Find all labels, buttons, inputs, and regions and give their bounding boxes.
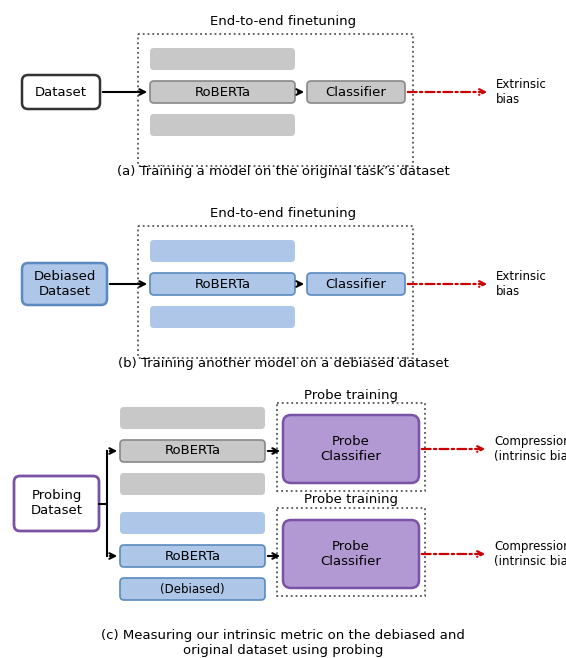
Text: RoBERTa: RoBERTa (195, 278, 251, 290)
FancyBboxPatch shape (22, 75, 100, 109)
Text: (Debiased): (Debiased) (160, 582, 225, 595)
FancyBboxPatch shape (150, 306, 295, 328)
Text: Compression
(intrinsic bias): Compression (intrinsic bias) (494, 540, 566, 568)
Bar (138, 34, 413, 166)
FancyBboxPatch shape (120, 545, 265, 567)
Text: Classifier: Classifier (325, 278, 387, 290)
FancyBboxPatch shape (283, 415, 419, 483)
Bar (138, 226, 413, 358)
FancyBboxPatch shape (307, 273, 405, 295)
Text: Probe
Classifier: Probe Classifier (320, 540, 381, 568)
FancyBboxPatch shape (283, 520, 419, 588)
Text: Classifier: Classifier (325, 86, 387, 99)
FancyBboxPatch shape (120, 473, 265, 495)
FancyBboxPatch shape (120, 440, 265, 462)
Text: End-to-end finetuning: End-to-end finetuning (210, 14, 356, 28)
FancyBboxPatch shape (307, 81, 405, 103)
FancyBboxPatch shape (150, 81, 295, 103)
Text: Extrinsic
bias: Extrinsic bias (496, 270, 547, 298)
Text: (a) Training a model on the original task’s dataset: (a) Training a model on the original tas… (117, 164, 449, 178)
Text: (b) Training another model on a debiased dataset: (b) Training another model on a debiased… (118, 357, 448, 370)
Text: RoBERTa: RoBERTa (195, 86, 251, 99)
FancyBboxPatch shape (120, 512, 265, 534)
FancyBboxPatch shape (150, 240, 295, 262)
FancyBboxPatch shape (150, 273, 295, 295)
FancyBboxPatch shape (120, 578, 265, 600)
Text: (c) Measuring our intrinsic metric on the debiased and
original dataset using pr: (c) Measuring our intrinsic metric on th… (101, 629, 465, 657)
Text: RoBERTa: RoBERTa (165, 549, 221, 563)
Text: Probing
Dataset: Probing Dataset (31, 490, 83, 517)
FancyBboxPatch shape (22, 263, 107, 305)
FancyBboxPatch shape (150, 114, 295, 136)
FancyBboxPatch shape (14, 476, 99, 531)
Text: Compression
(intrinsic bias): Compression (intrinsic bias) (494, 435, 566, 463)
Text: RoBERTa: RoBERTa (165, 445, 221, 457)
Text: Debiased
Dataset: Debiased Dataset (33, 270, 96, 298)
FancyBboxPatch shape (150, 48, 295, 70)
Text: Probe training: Probe training (304, 388, 398, 401)
Text: Dataset: Dataset (35, 86, 87, 99)
Text: Probe training: Probe training (304, 494, 398, 507)
Bar (277, 403, 425, 491)
Bar (277, 508, 425, 596)
Text: Probe
Classifier: Probe Classifier (320, 435, 381, 463)
Text: End-to-end finetuning: End-to-end finetuning (210, 207, 356, 220)
FancyBboxPatch shape (120, 407, 265, 429)
Text: Extrinsic
bias: Extrinsic bias (496, 78, 547, 106)
